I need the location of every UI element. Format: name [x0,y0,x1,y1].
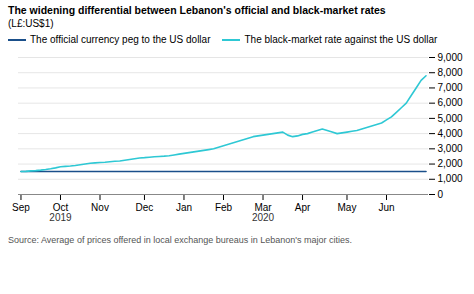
svg-text:Dec: Dec [136,202,154,213]
svg-text:2020: 2020 [252,212,275,223]
svg-text:5,000: 5,000 [438,113,463,124]
svg-text:Jun: Jun [378,202,394,213]
html-text:The widening differential betw: The widening differential between Lebano… [8,4,386,16]
svg-text:1,000: 1,000 [438,173,463,184]
svg-text:2,000: 2,000 [438,158,463,169]
svg-text:Apr: Apr [295,202,311,213]
svg-text:2019: 2019 [49,212,72,223]
svg-text:Sep: Sep [12,202,30,213]
svg-text:0: 0 [438,189,444,200]
html-text:(L£:US$1): (L£:US$1) [8,18,54,29]
html-text:Source: Average of prices offe: Source: Average of prices offered in loc… [8,235,353,245]
svg-text:Jan: Jan [176,202,192,213]
svg-text:Oct: Oct [52,201,69,213]
svg-text:Nov: Nov [91,202,109,213]
svg-text:Mar: Mar [254,201,272,213]
svg-text:6,000: 6,000 [438,97,463,108]
svg-text:May: May [338,202,357,213]
svg-text:3,000: 3,000 [438,143,463,154]
svg-text:8,000: 8,000 [438,67,463,78]
svg-text:7,000: 7,000 [438,82,463,93]
html-text:The official currency peg to t: The official currency peg to the US doll… [30,34,211,45]
svg-text:4,000: 4,000 [438,128,463,139]
svg-text:Feb: Feb [215,202,233,213]
html-text:The black-market rate against: The black-market rate against the US dol… [244,34,438,45]
svg-text:9,000: 9,000 [438,52,463,63]
